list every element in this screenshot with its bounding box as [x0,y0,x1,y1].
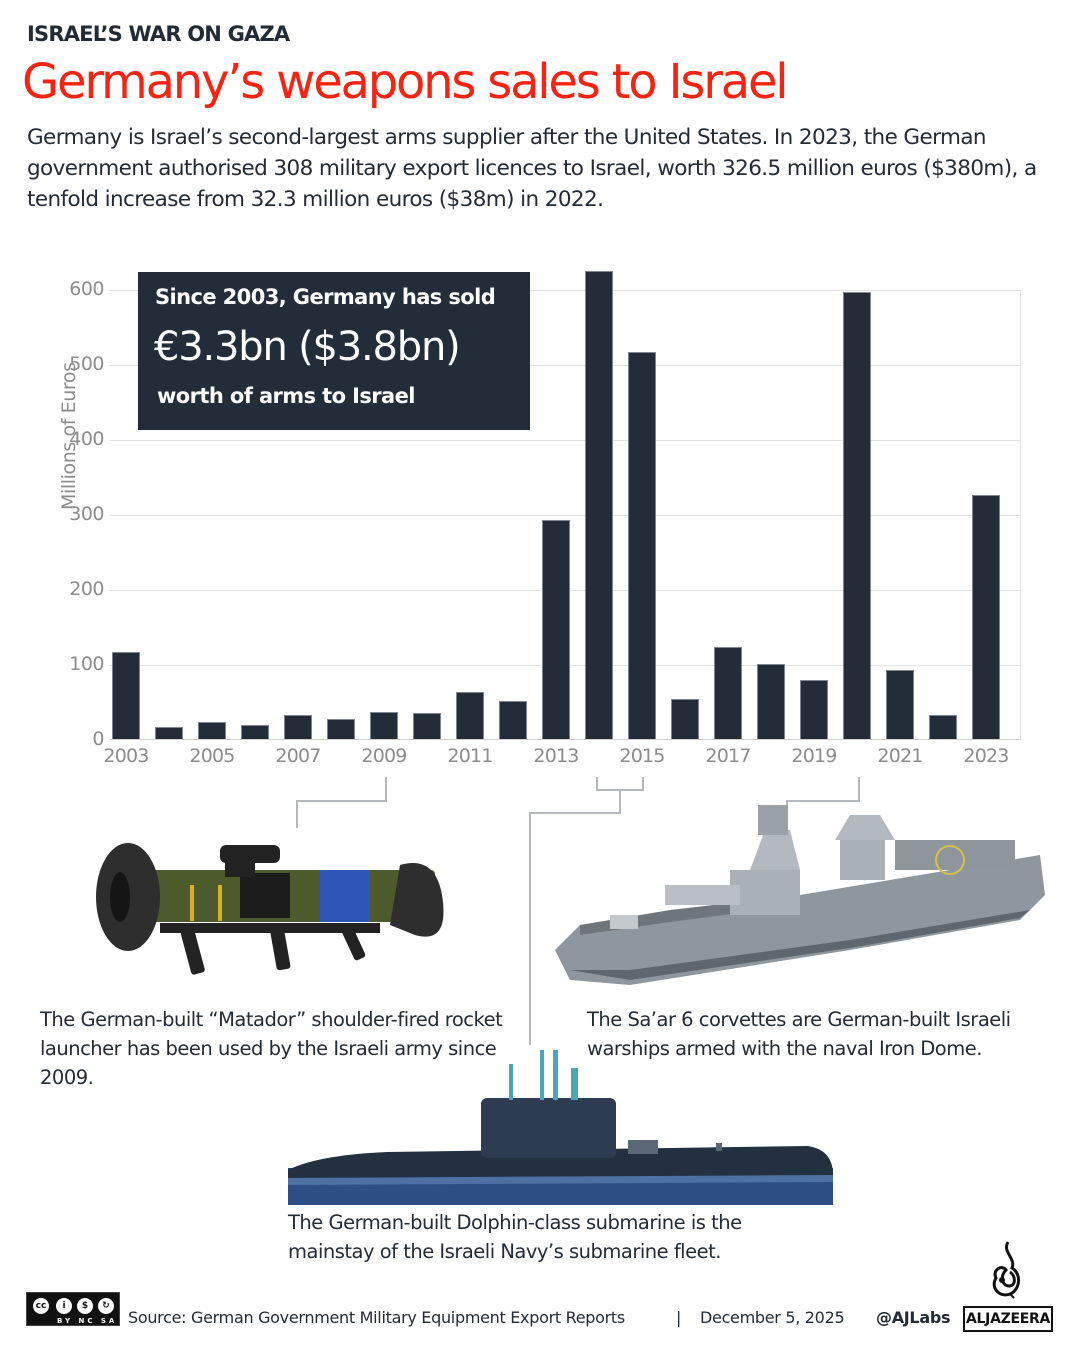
y-tick-label: 100 [69,653,104,675]
x-tick-label: 2007 [275,745,321,767]
cc-icon: cc [31,1296,51,1316]
bar-2018[interactable] [757,664,785,740]
x-tick-label: 2017 [705,745,751,767]
callout-line-1: Since 2003, Germany has sold [155,285,496,309]
bar-2017[interactable] [714,647,742,740]
x-tick-label: 2021 [877,745,923,767]
y-tick-label: 300 [69,503,104,525]
kicker: ISRAEL’S WAR ON GAZA [27,22,290,46]
y-tick-label: 400 [69,428,104,450]
bar-2023[interactable] [972,494,1000,740]
y-tick-label: 600 [69,278,104,300]
gridline [110,440,1021,441]
source-text: Source: German Government Military Equip… [128,1308,625,1327]
aljazeera-brand[interactable]: ALJAZEERA [963,1306,1053,1332]
bar-2020[interactable] [843,291,871,740]
total-callout: Since 2003, Germany has sold €3.3bn ($3.… [138,272,530,430]
y-tick-label: 0 [92,728,104,750]
matador-launcher-image [96,843,444,975]
bar-2019[interactable] [800,680,828,740]
by-icon: i [54,1296,74,1316]
gridline [110,290,1021,291]
x-tick-label: 2005 [189,745,235,767]
sa-icon: ↻ [96,1296,116,1316]
x-tick-label: 2011 [447,745,493,767]
x-tick-label: 2015 [619,745,665,767]
bar-2003[interactable] [112,651,140,740]
footer-separator: | [676,1308,682,1327]
bar-2008[interactable] [327,719,355,740]
bar-2012[interactable] [499,701,527,740]
saar-corvette-image [555,805,1045,985]
callout-line-3: worth of arms to Israel [157,384,415,408]
bar-2011[interactable] [456,692,484,740]
y-tick-label: 500 [69,353,104,375]
aljazeera-calligraphy-logo-icon [992,1241,1020,1299]
bar-2005[interactable] [198,722,226,740]
caption-dolphin-submarine: The German-built Dolphin-class submarine… [288,1211,742,1263]
x-tick-label: 2019 [791,745,837,767]
x-tick-label: 2013 [533,745,579,767]
bar-2015[interactable] [628,351,656,740]
x-tick-label: 2023 [963,745,1009,767]
y-axis-label: Millions of Euros [58,362,80,510]
bar-2016[interactable] [671,698,699,740]
bar-2014[interactable] [585,270,613,740]
x-tick-label: 2003 [103,745,149,767]
bar-2013[interactable] [542,519,570,740]
callout-amount: €3.3bn ($3.8bn) [154,324,461,370]
publish-date: December 5, 2025 [700,1308,845,1327]
bar-2007[interactable] [284,715,312,740]
y-tick-label: 200 [69,578,104,600]
aj-labs-handle[interactable]: @AJLabs [876,1308,951,1327]
nc-icon: $ [75,1296,95,1316]
bar-2022[interactable] [929,715,957,740]
gridline [110,365,1021,366]
dolphin-submarine-image [288,1050,833,1205]
bar-2021[interactable] [886,670,914,740]
page-title: Germany’s weapons sales to Israel [22,54,789,110]
caption-saar-corvette: The Sa’ar 6 corvettes are German-built I… [587,1008,1011,1060]
x-tick-label: 2009 [361,745,407,767]
bar-2010[interactable] [413,713,441,740]
bar-2006[interactable] [241,725,269,740]
caption-matador: The German-built “Matador” shoulder-fire… [40,1008,503,1089]
cc-labels: BY NC SA [57,1317,118,1325]
x-axis-line [110,739,1021,740]
cc-license-badge[interactable]: cc i $ ↻ BY NC SA [26,1292,120,1326]
description: Germany is Israel’s second-largest arms … [27,125,1037,212]
plot-border [1020,290,1021,740]
gridline [110,515,1021,516]
bar-2009[interactable] [370,711,398,740]
